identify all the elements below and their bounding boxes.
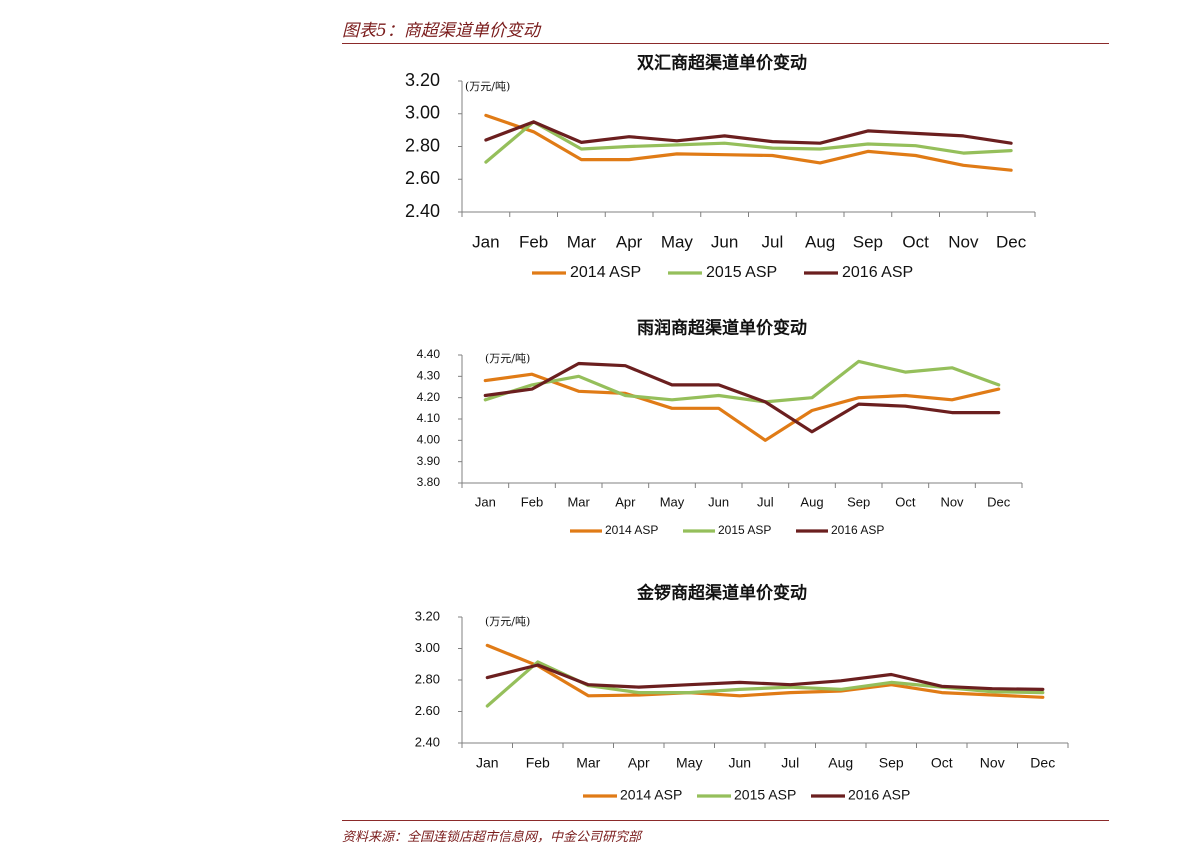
x-tick-label: Mar xyxy=(576,755,600,771)
x-tick-label: Apr xyxy=(628,755,650,771)
figure-title: 图表5：商超渠道单价变动 xyxy=(342,21,540,41)
x-tick-label: Aug xyxy=(800,494,823,509)
x-tick-label: Sep xyxy=(879,755,904,771)
x-tick-label: Dec xyxy=(987,494,1011,509)
legend-label: 2015 ASP xyxy=(734,787,796,803)
x-tick-label: Oct xyxy=(902,232,929,251)
chart-1: 双汇商超渠道单价变动 (万元/吨) 2.40 2.60 2.80 3.00 3.20 Jan F… xyxy=(405,53,1036,281)
y-tick-label: 3.90 xyxy=(417,454,441,468)
x-tick-label: Apr xyxy=(616,232,643,251)
x-tick-label: Aug xyxy=(805,232,835,251)
x-tick-label: Mar xyxy=(567,494,590,509)
x-tick-label: Jun xyxy=(728,755,751,771)
y-tick-label: 2.60 xyxy=(405,168,440,188)
y-tick-label: 3.20 xyxy=(415,608,440,623)
series-line-2016-asp xyxy=(484,120,1013,145)
x-tick-label: Feb xyxy=(521,494,543,509)
x-tick-label: Oct xyxy=(931,755,953,771)
legend-label: 2015 ASP xyxy=(706,264,777,281)
x-tick-label: Sep xyxy=(853,232,883,251)
x-tick-label: May xyxy=(676,755,702,771)
x-tick-label: Jul xyxy=(757,494,774,509)
y-tick-label: 4.30 xyxy=(417,369,441,383)
x-tick-label: Feb xyxy=(519,232,548,251)
y-tick-label: 3.00 xyxy=(405,103,440,123)
x-tick-label: Jul xyxy=(781,755,799,771)
x-tick-label: Nov xyxy=(980,755,1005,771)
unit-label: (万元/吨) xyxy=(465,80,510,93)
y-tick-label: 3.80 xyxy=(417,475,441,489)
legend-label: 2015 ASP xyxy=(718,523,771,537)
top-rule xyxy=(342,43,1109,44)
legend-label: 2016 ASP xyxy=(842,264,913,281)
series-line-2014-asp xyxy=(485,643,1045,699)
series-line-2014-asp xyxy=(483,372,1001,442)
unit-label: (万元/吨) xyxy=(485,615,530,628)
x-tick-label: May xyxy=(661,232,694,251)
chart-3: 金锣商超渠道单价变动 (万元/吨) 2.40 2.60 2.80 3.00 3.20 Jan F… xyxy=(415,583,1069,803)
chart-title: 金锣商超渠道单价变动 xyxy=(636,583,807,604)
x-tick-label: Jun xyxy=(711,232,738,251)
source-note: 资料来源：全国连锁店超市信息网，中金公司研究部 xyxy=(342,830,642,845)
x-tick-label: Mar xyxy=(567,232,597,251)
legend-label: 2014 ASP xyxy=(605,523,658,537)
bottom-rule xyxy=(342,820,1109,821)
x-tick-label: Aug xyxy=(828,755,853,771)
x-tick-label: Apr xyxy=(615,494,636,509)
x-tick-label: Sep xyxy=(847,494,870,509)
y-tick-label: 3.00 xyxy=(415,640,440,655)
x-tick-label: Feb xyxy=(526,755,550,771)
x-tick-label: Jan xyxy=(475,494,496,509)
x-tick-label: Jul xyxy=(762,232,784,251)
y-tick-label: 4.00 xyxy=(417,433,441,447)
y-tick-label: 4.20 xyxy=(417,390,441,404)
x-tick-label: Jan xyxy=(472,232,499,251)
x-tick-label: May xyxy=(660,494,685,509)
series-line-2014-asp xyxy=(484,113,1013,172)
series-line-2016-asp xyxy=(485,663,1045,692)
chart-2: 雨润商超渠道单价变动 (万元/吨) 3.80 3.90 4.00 4.10 4.20 4.30… xyxy=(417,318,1023,537)
x-tick-label: Jan xyxy=(476,755,499,771)
series-line-2016-asp xyxy=(483,361,1001,434)
legend-label: 2014 ASP xyxy=(620,787,682,803)
x-tick-label: Jun xyxy=(708,494,729,509)
x-tick-label: Oct xyxy=(895,494,916,509)
y-tick-label: 2.80 xyxy=(405,135,440,155)
unit-label: (万元/吨) xyxy=(485,352,530,365)
y-tick-label: 2.80 xyxy=(415,671,440,686)
legend-label: 2016 ASP xyxy=(848,787,910,803)
chart-title: 双汇商超渠道单价变动 xyxy=(637,53,807,74)
x-tick-label: Dec xyxy=(1030,755,1055,771)
y-tick-label: 4.40 xyxy=(417,347,441,361)
x-tick-label: Nov xyxy=(940,494,964,509)
y-tick-label: 2.40 xyxy=(405,201,440,221)
y-tick-label: 2.40 xyxy=(415,734,440,749)
y-tick-label: 2.60 xyxy=(415,703,440,718)
x-tick-label: Nov xyxy=(948,232,979,251)
chart-title: 雨润商超渠道单价变动 xyxy=(637,318,807,339)
series-line-2015-asp xyxy=(484,120,1013,164)
series-line-2015-asp xyxy=(483,359,1001,404)
legend-label: 2016 ASP xyxy=(831,523,884,537)
x-tick-label: Dec xyxy=(996,232,1027,251)
legend-label: 2014 ASP xyxy=(570,264,641,281)
y-tick-label: 4.10 xyxy=(417,411,441,425)
y-tick-label: 3.20 xyxy=(405,70,440,90)
